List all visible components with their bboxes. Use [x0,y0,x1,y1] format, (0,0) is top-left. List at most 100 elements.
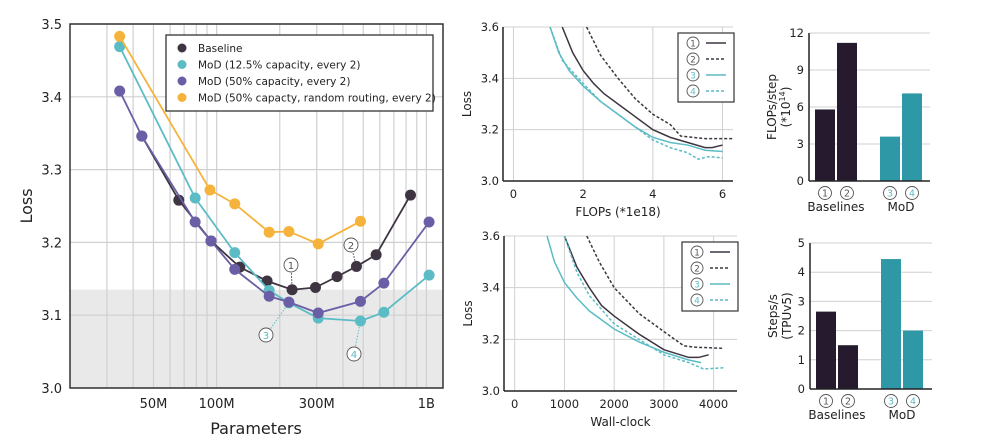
annotation-1-label: 1 [288,261,294,272]
legend-item-3-label: 3 [694,280,700,290]
data-point-mod_12_5 [229,247,241,259]
y-tick-label: 0 [798,382,805,396]
y-tick-label: 3.0 [482,384,500,398]
legend-item-2-circle [690,261,704,275]
units-prefix: (*10 [779,101,793,127]
bar-category-4-label: 4 [910,397,916,408]
data-point-mod_50 [136,130,148,142]
data-point-mod_50 [189,216,201,228]
bar-2 [838,345,858,389]
series-line-baseline [141,135,412,291]
y-tick-label: 3.4 [481,71,499,85]
data-point-mod_random [263,226,275,238]
y-tick-label: 3.2 [41,236,62,251]
legend-item-4-label: 4 [694,296,700,306]
legend-item-2-circle [686,52,700,66]
data-point-baseline [309,282,321,294]
bar-3 [880,136,900,181]
legend: 1 2 3 4 [677,32,735,103]
x-axis-label: Wall-clock [590,415,650,429]
legend-item-3-circle [690,277,704,291]
x-tick-label: 300M [299,397,335,412]
data-point-mod_50 [423,216,435,228]
y-tick-label: 12 [789,26,804,40]
legend-marker-mod_12_5 [177,60,187,69]
y-axis-label-units: (TPUv5) [780,292,794,339]
data-point-mod_50 [354,295,366,307]
bar-category-1-circle [819,394,833,408]
units-exponent: 14 [778,91,787,101]
data-point-mod_random [114,30,126,42]
y-tick-label: 4 [798,265,805,279]
bar-category-1-circle [818,186,832,200]
bar-category-2-label: 2 [845,397,851,408]
legend-label: Baseline [198,43,243,55]
x-tick-label: 4000 [699,397,728,411]
data-point-baseline [350,260,362,272]
data-point-mod_50 [205,235,217,247]
series-line-3 [546,236,702,364]
legend-label: MoD (50% capacity, every 2) [198,76,350,88]
data-point-mod_random [354,215,366,227]
data-point-mod_12_5 [114,41,126,53]
legend-item-2-label: 2 [690,55,696,65]
annotation-1-circle [283,257,299,273]
bar-2 [837,42,857,181]
series-line-2 [585,27,733,140]
bar-category-4-circle [905,186,919,200]
x-tick-label: 4 [649,187,656,201]
series-line-4 [549,27,723,160]
bar-category-2-circle [841,394,855,408]
series-line-3 [549,27,723,153]
legend-box [165,34,434,112]
annotation-2-circle [343,237,359,253]
legend-item-4-circle [690,293,704,307]
bar-category-4-circle [906,394,920,408]
y-tick-label: 3.4 [41,91,62,106]
data-point-mod_50 [312,307,324,319]
y-axis-label: Loss [461,300,475,326]
series-line-1 [561,27,723,149]
legend-marker-mod_50 [177,76,187,86]
x-tick-label: 6 [719,187,726,201]
y-tick-label: 3.3 [41,164,62,179]
data-point-mod_12_5 [378,306,390,318]
y-tick-label: 3 [797,137,804,151]
data-point-baseline [405,189,417,201]
y-tick-label: 9 [797,63,804,77]
legend-marker-baseline [177,43,187,53]
annotation-4-circle [346,346,362,362]
legend-item-4-label: 4 [690,87,696,97]
series-line-4 [563,236,724,370]
annotation-2-label: 2 [348,241,354,252]
data-point-mod_50 [114,85,126,97]
annotation-3-label: 3 [263,331,269,342]
y-axis-label: Steps/s [766,294,780,338]
x-tick-label: 1000 [550,397,579,411]
data-point-mod_12_5 [354,315,366,327]
units: (TPUv5) [780,292,794,339]
y-tick-label: 0 [797,174,804,188]
bar-1 [815,109,835,181]
y-tick-label: 3.2 [481,123,499,137]
group-label-mod: MoD [889,408,916,422]
x-tick-label: 1B [418,397,435,412]
bar-4 [902,93,922,181]
bar-category-3-label: 3 [888,397,894,408]
bar-category-1-label: 1 [822,189,828,200]
y-tick-label: 3.6 [482,229,500,243]
data-point-baseline [370,249,382,261]
wallclock-chart: 0 1000 2000 3000 4000 3.0 3.2 3.4 3.6 Wall-clock L… [461,229,739,429]
x-tick-label: 100M [199,397,235,412]
x-tick-label: 0 [511,397,518,411]
series-line-2 [586,236,724,350]
y-tick-label: 2 [798,324,805,338]
bar-3 [881,259,901,389]
legend-item-3-label: 3 [690,71,696,81]
legend-label: MoD (12.5% capacity, every 2) [198,60,360,72]
legend: Baseline MoD (12.5% capacity, every 2) MoD… [165,34,436,112]
series-line-1 [563,236,709,359]
y-tick-label: 3 [798,294,805,308]
y-axis-label: FLOPs/step [765,74,779,140]
